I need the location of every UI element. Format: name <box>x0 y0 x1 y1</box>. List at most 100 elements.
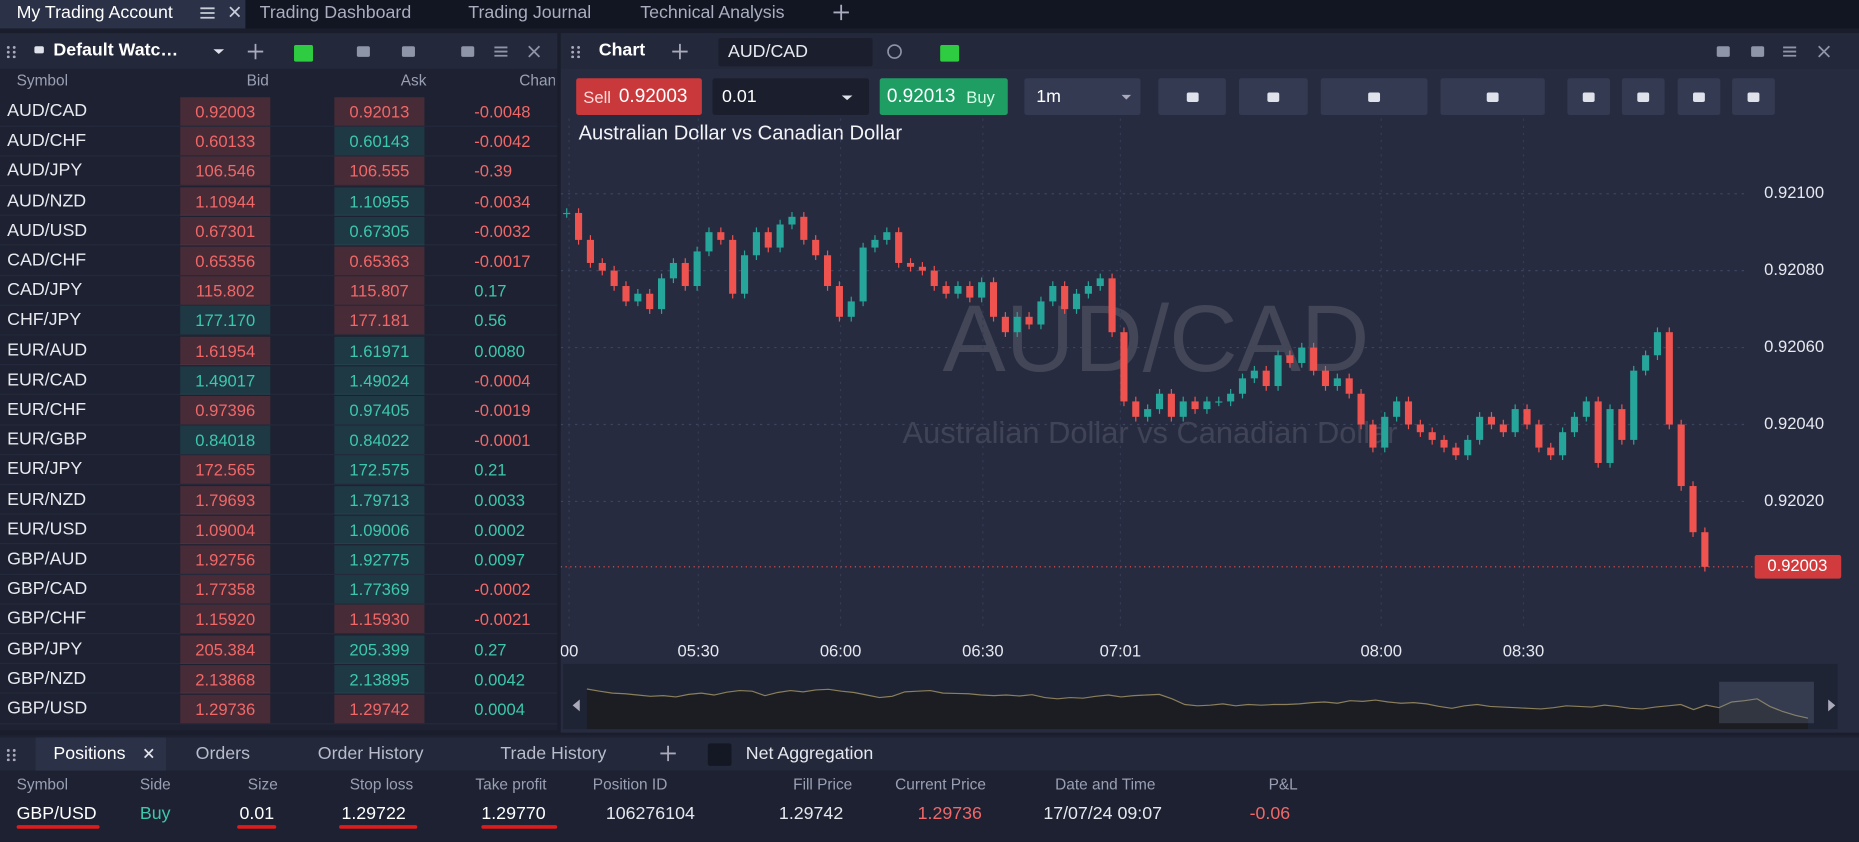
row-symbol[interactable]: GBP/NZD <box>7 668 87 689</box>
watch-row[interactable] <box>0 605 558 635</box>
price-text[interactable]: 1.15920 <box>195 609 256 629</box>
caret-icon[interactable] <box>211 44 226 59</box>
bottom-tab[interactable]: Trade History <box>500 743 607 764</box>
watch-row[interactable] <box>0 216 558 246</box>
square-icon[interactable] <box>401 44 416 59</box>
row-symbol[interactable]: EUR/CAD <box>7 369 88 390</box>
row-symbol[interactable]: GBP/CAD <box>7 578 88 599</box>
row-symbol[interactable]: EUR/CHF <box>7 399 87 420</box>
lot-select[interactable] <box>712 78 870 116</box>
x-icon[interactable] <box>142 747 155 760</box>
watch-row[interactable] <box>0 306 558 336</box>
price-text[interactable]: 1.61971 <box>349 340 410 360</box>
watch-row[interactable] <box>0 664 558 694</box>
plus-icon[interactable] <box>832 4 850 22</box>
row-symbol[interactable]: AUD/JPY <box>7 160 83 181</box>
price-text[interactable]: 1.09006 <box>349 520 410 540</box>
row-symbol[interactable]: EUR/JPY <box>7 459 83 480</box>
top-tab[interactable]: Trading Journal <box>468 2 592 23</box>
price-text[interactable]: 1.15930 <box>349 609 410 629</box>
price-text[interactable]: 2.13895 <box>349 669 410 689</box>
watch-row[interactable] <box>0 97 558 127</box>
x-icon[interactable] <box>1816 44 1831 59</box>
price-text[interactable]: 1.92775 <box>349 550 410 570</box>
price-text[interactable]: 106.546 <box>195 161 256 181</box>
watch-row[interactable] <box>0 186 558 216</box>
price-text[interactable]: 177.170 <box>195 311 256 331</box>
square-icon[interactable] <box>356 44 371 59</box>
row-symbol[interactable]: AUD/NZD <box>7 190 87 211</box>
price-text[interactable]: 0.92003 <box>195 101 256 121</box>
price-text[interactable]: 1.77358 <box>195 579 256 599</box>
circle-icon[interactable] <box>886 43 904 61</box>
row-symbol[interactable]: CAD/CHF <box>7 250 87 271</box>
symbol[interactable]: AUD/CAD <box>727 41 808 62</box>
row-symbol[interactable]: EUR/NZD <box>7 489 87 510</box>
price-text[interactable]: 1.29736 <box>195 699 256 719</box>
net-aggregation[interactable]: Net Aggregation <box>745 743 874 764</box>
bottom-tab[interactable]: Orders <box>195 743 250 764</box>
watch-row[interactable] <box>0 156 558 187</box>
panel-title[interactable]: Chart <box>598 40 646 61</box>
price-text[interactable]: 205.399 <box>349 639 410 659</box>
caret-icon[interactable] <box>1119 90 1133 104</box>
sell-button[interactable] <box>576 78 702 116</box>
price-text[interactable]: 1.92756 <box>195 550 256 570</box>
row-symbol[interactable]: AUD/USD <box>7 220 88 241</box>
row-symbol[interactable]: EUR/AUD <box>7 339 88 360</box>
timeframe-select[interactable] <box>1024 78 1141 116</box>
watch-row[interactable] <box>0 455 558 485</box>
price-text[interactable]: 0.65356 <box>195 251 256 271</box>
price-text[interactable]: 1.29742 <box>349 699 410 719</box>
watch-row[interactable] <box>0 126 558 157</box>
price-text[interactable]: 0.67301 <box>195 221 256 241</box>
watchlist-title[interactable]: Default Watc… <box>53 40 179 61</box>
bottom-tab[interactable]: Positions <box>53 743 126 764</box>
price-text[interactable]: 1.10955 <box>349 191 410 211</box>
price-text[interactable]: 1.10944 <box>195 191 256 211</box>
caret-icon[interactable] <box>839 90 854 105</box>
watch-row[interactable] <box>0 276 558 306</box>
price-text[interactable]: 0.84018 <box>195 430 256 450</box>
watch-row[interactable] <box>0 545 558 575</box>
plus-icon[interactable] <box>671 43 689 61</box>
menu-icon[interactable] <box>1782 44 1797 59</box>
watch-row[interactable] <box>0 425 558 455</box>
x-icon[interactable] <box>526 44 541 59</box>
row-symbol[interactable]: GBP/AUD <box>7 548 88 570</box>
price-text[interactable]: 177.181 <box>349 311 410 331</box>
menu-icon[interactable] <box>199 5 216 22</box>
price-text[interactable]: 115.802 <box>195 281 255 301</box>
row-symbol[interactable]: AUD/CHF <box>7 130 87 151</box>
bottom-tab[interactable]: Order History <box>317 743 424 764</box>
watch-row[interactable] <box>0 575 558 605</box>
x-icon[interactable] <box>228 5 242 19</box>
top-tab[interactable]: Trading Dashboard <box>259 2 412 23</box>
buy-button[interactable] <box>879 78 1008 116</box>
price-text[interactable]: 1.77369 <box>349 579 410 599</box>
price-text[interactable]: 1.79713 <box>349 490 410 510</box>
price-text[interactable]: 2.13868 <box>195 669 256 689</box>
watch-row[interactable] <box>0 694 558 724</box>
watch-row[interactable] <box>0 515 558 545</box>
square-icon[interactable] <box>460 44 475 59</box>
price-text[interactable]: 1.61954 <box>195 340 256 360</box>
price-text[interactable]: 0.60143 <box>349 131 410 151</box>
price-text[interactable]: 106.555 <box>349 161 410 181</box>
watch-row[interactable] <box>0 395 558 426</box>
row-symbol[interactable]: CAD/JPY <box>7 280 83 301</box>
price-text[interactable]: 1.49017 <box>195 370 256 390</box>
watch-row[interactable] <box>0 634 558 665</box>
top-tab[interactable]: My Trading Account <box>16 2 173 23</box>
top-tab[interactable]: Technical Analysis <box>640 2 785 23</box>
plus-icon[interactable] <box>247 43 265 61</box>
row-symbol[interactable]: AUD/CAD <box>7 100 88 121</box>
watch-row[interactable] <box>0 366 558 396</box>
row-symbol[interactable]: GBP/JPY <box>7 638 83 659</box>
position-cell[interactable]: GBP/USD <box>16 803 97 824</box>
price-text[interactable]: 1.49024 <box>349 370 410 390</box>
price-text[interactable]: 0.92013 <box>349 101 410 121</box>
price-text[interactable]: 172.565 <box>195 460 256 480</box>
row-symbol[interactable]: EUR/GBP <box>7 429 88 450</box>
watch-row[interactable] <box>0 336 558 366</box>
